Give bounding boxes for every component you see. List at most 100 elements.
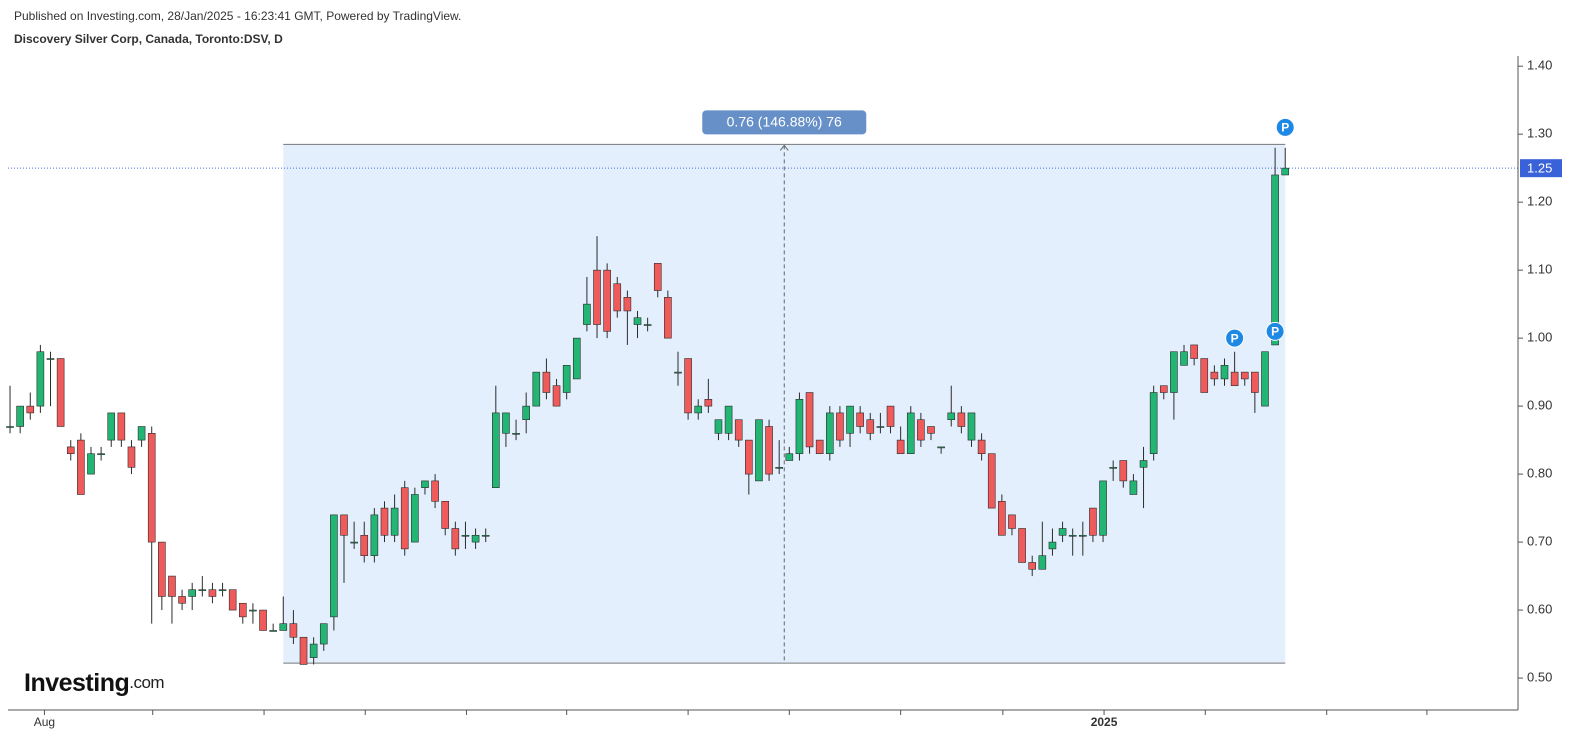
candle-body <box>1089 507 1097 536</box>
candle-body <box>360 534 369 556</box>
candle-body <box>117 412 126 441</box>
candle-body <box>846 405 854 434</box>
candle-body <box>1190 344 1198 359</box>
candle-body <box>856 412 864 427</box>
symbol-title: Discovery Silver Corp, Canada, Toronto:D… <box>14 32 283 46</box>
candle-body <box>1079 534 1087 537</box>
candle-body <box>785 453 794 461</box>
candle-body <box>653 263 662 291</box>
candle-body <box>441 500 450 529</box>
candle-body <box>714 419 723 434</box>
candle-body <box>613 283 622 312</box>
candle-body <box>249 609 257 612</box>
y-tick-label: 0.50 <box>1527 669 1552 684</box>
candle-body <box>1028 562 1037 570</box>
candle-body <box>998 500 1006 536</box>
candle-body <box>77 439 85 495</box>
candle-body <box>26 405 35 414</box>
candle-body <box>755 419 763 482</box>
y-tick-label: 1.20 <box>1527 194 1552 209</box>
candle-body <box>1180 351 1188 366</box>
candle-body <box>107 412 116 441</box>
candle-body <box>1240 371 1249 380</box>
y-tick-label: 0.80 <box>1527 466 1552 481</box>
candle-body <box>583 303 591 325</box>
candle-body <box>259 609 267 631</box>
candle-body <box>664 297 672 339</box>
candle-body <box>1281 167 1290 176</box>
candle-body <box>674 371 682 374</box>
candle-body <box>147 433 156 543</box>
candle-body <box>1149 392 1158 455</box>
candle-body <box>815 439 824 455</box>
candle-body <box>16 405 24 427</box>
candle-body <box>1230 371 1239 387</box>
candle-body <box>633 317 642 325</box>
candle-body <box>876 426 885 428</box>
candle-body <box>1261 351 1269 407</box>
logo: Investing.com <box>24 669 164 697</box>
logo-suffix: .com <box>129 673 164 692</box>
p-marker <box>1225 328 1245 348</box>
candle-body <box>1099 480 1107 536</box>
candle-body <box>512 433 520 435</box>
candle-body <box>836 412 844 441</box>
candle-body <box>572 337 581 380</box>
candle-body <box>168 575 176 597</box>
candle-body <box>36 351 45 407</box>
candle-body <box>1170 351 1178 393</box>
y-tick-label: 1.00 <box>1527 330 1552 345</box>
candle-body <box>927 426 935 434</box>
p-marker-label: P <box>1271 325 1279 339</box>
candle-body <box>765 426 773 475</box>
candle-body <box>1018 528 1026 563</box>
candle-body <box>684 358 692 414</box>
range-box <box>283 144 1286 664</box>
candle-body <box>289 623 298 638</box>
candle-body <box>805 392 814 448</box>
candle-body <box>1048 541 1057 550</box>
candle-body <box>825 412 834 455</box>
candle-body <box>1159 385 1168 393</box>
candle-body <box>623 297 632 312</box>
candle-body <box>1109 466 1117 469</box>
range-arrow-head <box>779 144 789 151</box>
candle-body <box>492 412 500 488</box>
candle-body <box>56 358 65 427</box>
candle-body <box>228 589 237 611</box>
candle-body <box>694 405 703 414</box>
candle-body <box>542 371 551 393</box>
plot: 0.76 (146.88%) 76 P P P 0.50 0.60 0.70 0.80 0.90… <box>6 56 1562 729</box>
candle-body <box>1271 174 1279 346</box>
candle-body <box>319 623 328 645</box>
candle-body <box>704 399 713 407</box>
candle-body <box>886 405 895 427</box>
candle-body <box>532 371 541 407</box>
candle-body <box>390 507 399 536</box>
candle-body <box>299 636 308 665</box>
candle-body <box>977 439 986 455</box>
candle-body <box>795 399 804 455</box>
candle-body <box>947 412 956 421</box>
candle-body <box>745 439 753 475</box>
candle-body <box>775 466 783 469</box>
candle-body <box>552 385 561 407</box>
candle-body <box>188 589 196 597</box>
candle-body <box>6 426 14 428</box>
candle-body <box>238 602 247 618</box>
candle-body <box>471 534 480 543</box>
candle-body <box>46 358 55 360</box>
candle-body <box>724 405 733 434</box>
candle-body <box>421 480 429 488</box>
candle-body <box>1008 514 1016 529</box>
candle-body <box>593 269 601 325</box>
candle-body <box>461 534 470 537</box>
candle-body <box>127 446 136 468</box>
candle-body <box>603 269 611 332</box>
y-tick-label: 0.60 <box>1527 602 1552 617</box>
candle-body <box>1119 460 1128 482</box>
candle-body <box>522 405 530 421</box>
candle-body <box>1038 555 1047 570</box>
y-tick-label: 1.40 <box>1527 58 1552 73</box>
